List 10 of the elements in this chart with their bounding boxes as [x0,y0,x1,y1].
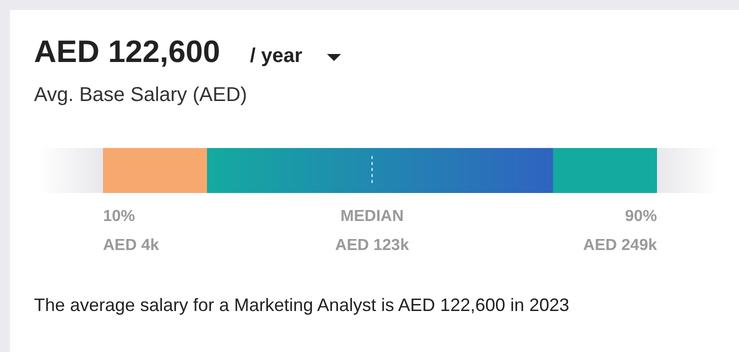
data-label: AED 123k [335,237,410,254]
category-label: 10% [103,208,136,225]
category-label: MEDIAN [340,208,404,225]
text: Avg. Base Salary (AED) [34,84,248,106]
data-label: AED 4k [103,237,160,254]
text: The average salary for a Marketing Analyst is AED 122,600 in 2023 [34,295,570,315]
text: / year [250,45,302,67]
data-label: AED 249k [583,237,658,254]
text: AED 122,600 [34,34,220,69]
category-label: 90% [624,208,657,225]
